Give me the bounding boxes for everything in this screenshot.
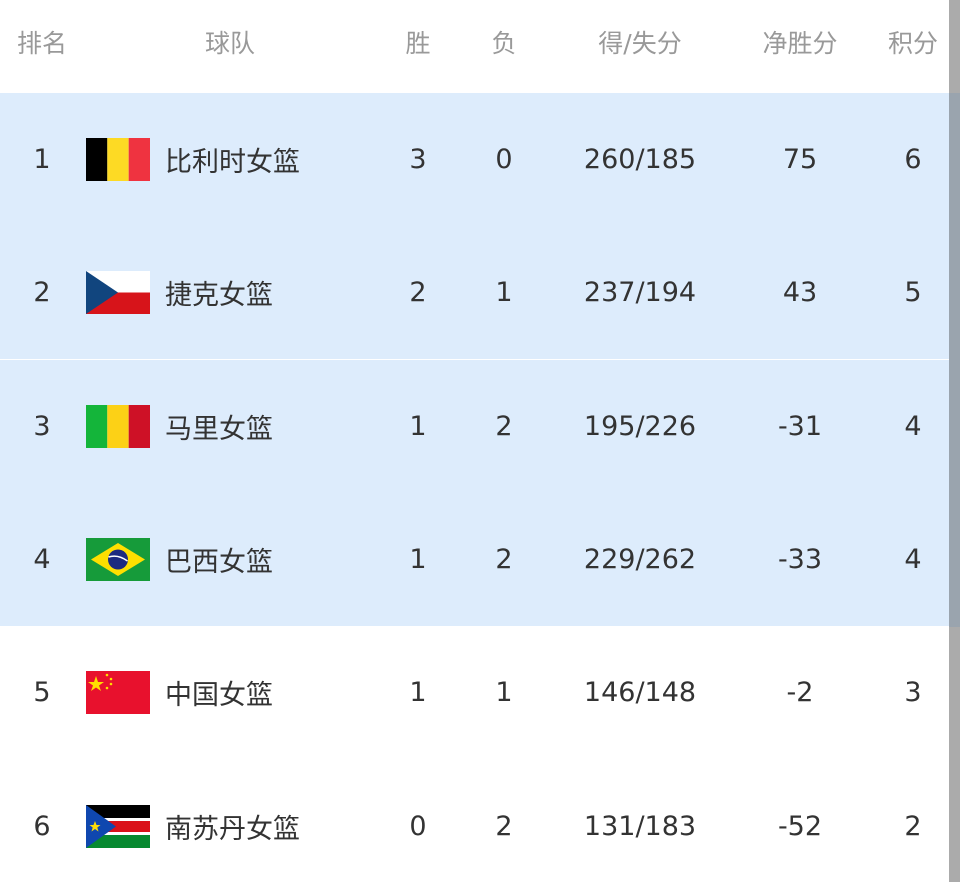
header-diff: 净胜分 xyxy=(762,29,838,58)
brazil-flag-icon xyxy=(86,537,150,581)
header-team: 球队 xyxy=(204,29,255,58)
south-sudan-flag-icon xyxy=(86,804,150,848)
point-diff: -2 xyxy=(786,677,814,709)
table-header: 排名 球队 胜 负 得/失分 净胜分 积分 xyxy=(0,0,949,93)
points: 5 xyxy=(904,277,922,309)
team[interactable]: 巴西女篮 xyxy=(86,493,386,626)
team[interactable]: 南苏丹女篮 xyxy=(86,760,386,893)
points: 2 xyxy=(904,810,922,842)
table-row[interactable]: 6 南苏丹女篮 0 2 131/183 -52 2 xyxy=(0,760,949,893)
czech-flag-icon xyxy=(86,271,150,315)
table-row[interactable]: 5 中国女篮 1 1 146/148 -2 3 xyxy=(0,626,949,759)
header-score: 得/失分 xyxy=(598,29,682,58)
table-row[interactable]: 3 马里女篮 1 2 195/226 -31 4 xyxy=(0,359,949,493)
rank: 4 xyxy=(33,543,51,575)
rank: 2 xyxy=(33,277,51,309)
team-name: 马里女篮 xyxy=(165,413,273,445)
wins: 1 xyxy=(409,410,427,442)
rank: 5 xyxy=(33,677,51,709)
losses: 1 xyxy=(495,677,513,709)
score: 237/194 xyxy=(583,277,697,309)
header-rank: 排名 xyxy=(16,29,67,58)
point-diff: -52 xyxy=(777,810,823,842)
rank: 1 xyxy=(33,144,51,175)
team-name: 南苏丹女篮 xyxy=(165,813,300,845)
points: 4 xyxy=(904,543,922,575)
rank: 3 xyxy=(33,410,51,442)
team-name: 比利时女篮 xyxy=(165,147,300,178)
score: 260/185 xyxy=(583,144,697,175)
table-row[interactable]: 4 巴西女篮 1 2 229/262 -33 4 xyxy=(0,492,949,626)
table-row[interactable]: 2 捷克女篮 2 1 237/194 43 5 xyxy=(0,226,949,360)
wins: 1 xyxy=(409,677,427,709)
team-name: 捷克女篮 xyxy=(165,280,273,312)
belgium-flag-icon xyxy=(86,138,150,181)
points: 4 xyxy=(904,410,922,442)
team[interactable]: 中国女篮 xyxy=(86,626,386,759)
wins: 0 xyxy=(409,810,427,842)
losses: 2 xyxy=(495,810,513,842)
score: 146/148 xyxy=(583,677,697,709)
score: 195/226 xyxy=(583,410,697,442)
point-diff: 43 xyxy=(782,277,818,309)
mali-flag-icon xyxy=(86,404,150,448)
points: 3 xyxy=(904,677,922,709)
wins: 1 xyxy=(409,543,427,575)
point-diff: -31 xyxy=(777,410,823,442)
rank: 6 xyxy=(33,810,51,842)
table-row[interactable]: 1 比利时女篮 3 0 260/185 75 6 xyxy=(0,93,949,226)
losses: 1 xyxy=(495,277,513,309)
points: 6 xyxy=(904,144,922,175)
team[interactable]: 马里女篮 xyxy=(86,360,386,493)
score: 131/183 xyxy=(583,810,697,842)
losses: 2 xyxy=(495,543,513,575)
wins: 2 xyxy=(409,277,427,309)
team-name: 中国女篮 xyxy=(165,680,273,712)
point-diff: 75 xyxy=(782,144,818,175)
team[interactable]: 捷克女篮 xyxy=(86,226,386,359)
china-flag-icon xyxy=(86,671,150,715)
header-points: 积分 xyxy=(887,29,938,58)
scrollbar[interactable] xyxy=(949,0,960,882)
losses: 0 xyxy=(495,144,513,175)
team-name: 巴西女篮 xyxy=(165,546,273,578)
point-diff: -33 xyxy=(777,543,823,575)
wins: 3 xyxy=(409,144,427,175)
losses: 2 xyxy=(495,410,513,442)
header-wins: 胜 xyxy=(405,29,431,58)
score: 229/262 xyxy=(583,543,697,575)
team[interactable]: 比利时女篮 xyxy=(86,93,386,226)
header-losses: 负 xyxy=(491,29,517,58)
